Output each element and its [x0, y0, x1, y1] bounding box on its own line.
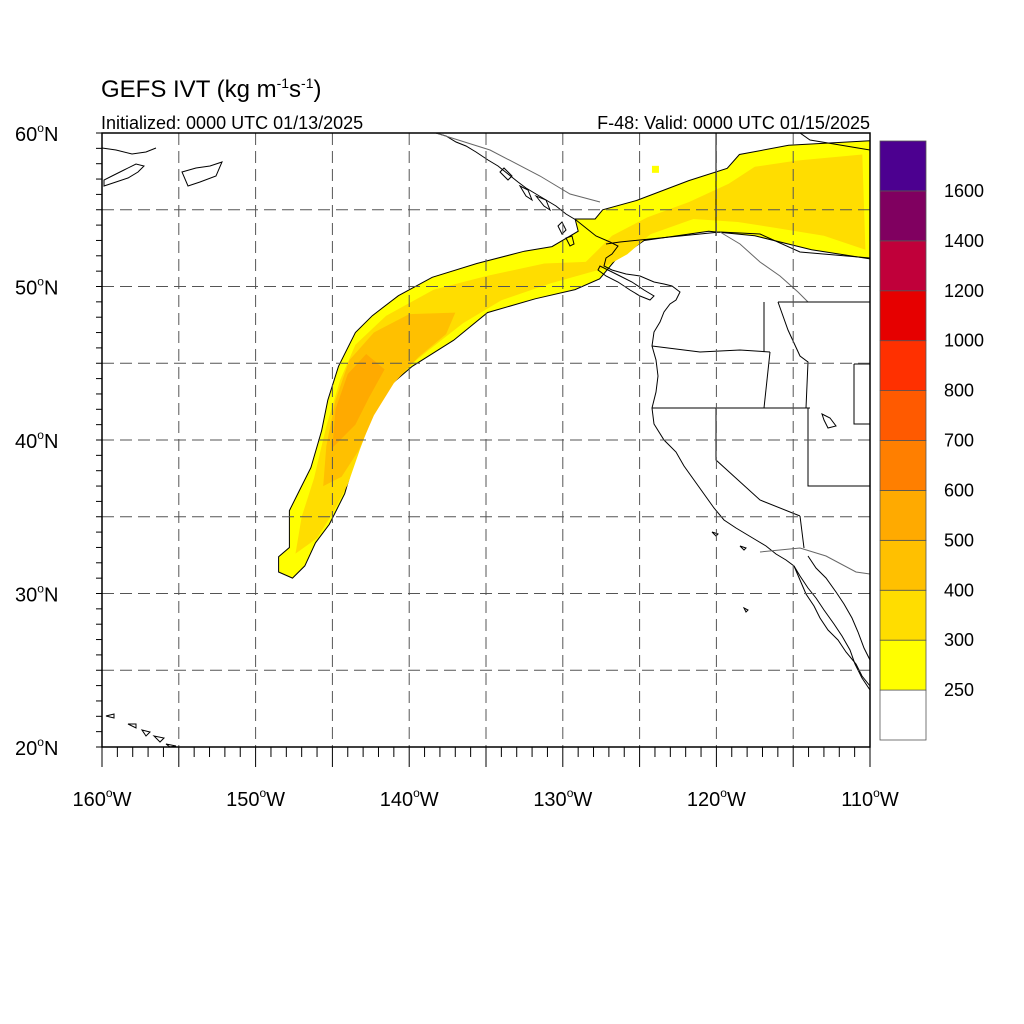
colorbar-swatch: [879, 689, 927, 741]
colorbar-label: 250: [944, 680, 974, 700]
land-outlines: [102, 133, 870, 747]
nevada-utah-border: [807, 408, 870, 487]
colorbar-label: 800: [944, 381, 974, 401]
alaska-canada-border: [435, 133, 601, 203]
channel-islands-outline: [711, 531, 749, 613]
hawaii-islands-outline: [105, 713, 177, 747]
alaska-panhandle-islands: [499, 167, 552, 212]
arizona-border: [799, 515, 805, 549]
x-tick-label: 130oW: [533, 786, 592, 811]
colorbar-label: 700: [944, 431, 974, 451]
valid-time-label: F-48: Valid: 0000 UTC 01/15/2025: [597, 113, 870, 133]
chart-title: GEFS IVT (kg m-1s-1): [101, 75, 322, 103]
x-tick-label: 140oW: [380, 786, 439, 811]
x-tick-label: 120oW: [687, 786, 746, 811]
baja-peninsula-outline: [793, 565, 870, 687]
graticule: [102, 133, 870, 747]
colorbar-label: 300: [944, 630, 974, 650]
x-tick-label: 150oW: [226, 786, 285, 811]
colorbar-swatch: [879, 390, 927, 441]
y-tick-label: 20oN: [15, 735, 58, 760]
colorbar-labels: 1600 1400 1200 1000 800 700 600 500 400 300 250: [944, 181, 984, 700]
vancouver-island-outline: [597, 265, 655, 301]
ivt-band-400: [323, 312, 456, 487]
map-plot-area: [102, 133, 870, 747]
colorbar-swatch: [879, 190, 927, 242]
colorbar-label: 1600: [944, 181, 984, 201]
upper-map-outline: [715, 133, 870, 236]
us-canada-border: [605, 231, 870, 259]
washington-oregon-border: [651, 345, 771, 353]
y-tick-label: 40oN: [15, 428, 58, 453]
colorbar-swatch: [879, 539, 927, 591]
haida-gwaii-outline: [557, 221, 575, 247]
mexico-mainland-outline: [807, 555, 870, 661]
colorbar-swatch: [879, 589, 927, 641]
axis-ticks: [96, 132, 871, 767]
y-tick-label: 50oN: [15, 275, 58, 300]
colorbar-swatch: [879, 340, 927, 391]
great-salt-lake-outline: [821, 413, 837, 429]
colorbar-swatch: [879, 240, 927, 292]
alaska-peninsula-outline: [102, 147, 157, 155]
oregon-idaho-border: [763, 351, 771, 409]
x-tick-labels: 160oW 150oW 140oW 130oW 120oW 110oW: [73, 786, 899, 811]
y-tick-label: 30oN: [15, 582, 58, 607]
colorbar-label: 1400: [944, 231, 984, 251]
ivt-shading: [278, 140, 870, 579]
colorbar-label: 1000: [944, 331, 984, 351]
ivt-band-500: [332, 354, 385, 448]
bc-alberta-border: [719, 231, 809, 303]
idaho-montana-border: [777, 301, 809, 409]
us-mexico-border: [759, 547, 870, 575]
y-tick-label: 60oN: [15, 121, 58, 146]
colorbar: [879, 140, 927, 741]
nevada-california-border: [715, 408, 801, 517]
y-tick-labels: 60oN 50oN 40oN 30oN 20oN: [15, 121, 58, 760]
ivt-patch-0: [651, 165, 659, 173]
colorbar-label: 600: [944, 480, 974, 500]
west-coast-outline: [435, 133, 870, 691]
colorbar-swatch: [879, 490, 927, 541]
kenai-outline: [181, 161, 223, 187]
wyoming-border: [853, 363, 870, 425]
colorbar-label: 500: [944, 530, 974, 550]
colorbar-swatch: [879, 140, 927, 192]
colorbar-swatch: [879, 290, 927, 342]
colorbar-label: 1200: [944, 281, 984, 301]
colorbar-swatch: [879, 440, 927, 491]
x-tick-label: 160oW: [73, 786, 132, 811]
kodiak-outline: [103, 163, 145, 187]
colorbar-label: 400: [944, 580, 974, 600]
x-tick-label: 110oW: [841, 786, 899, 811]
init-time-label: Initialized: 0000 UTC 01/13/2025: [101, 113, 363, 133]
colorbar-swatch: [879, 639, 927, 691]
